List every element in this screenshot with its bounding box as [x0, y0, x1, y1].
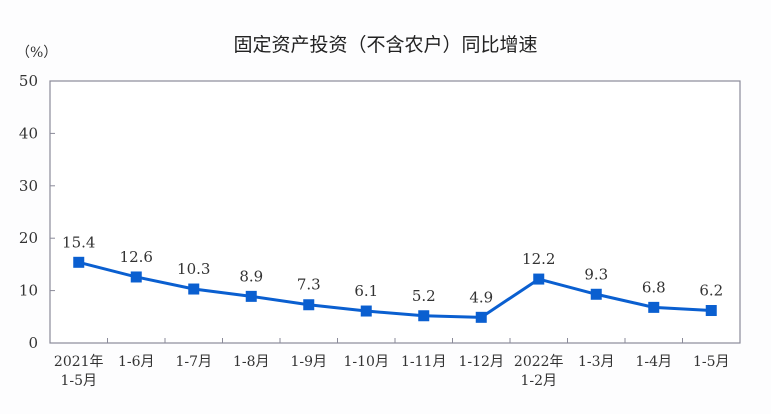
x-tick-label: 1-5月: [693, 354, 730, 370]
data-label: 10.3: [177, 260, 210, 278]
y-tick-label: 50: [19, 72, 38, 90]
chart-title: 固定资产投资（不含农户）同比增速: [233, 34, 538, 56]
x-tick-label: 1-11月: [401, 354, 446, 370]
data-label: 9.3: [584, 265, 608, 283]
y-tick-label: 20: [19, 229, 38, 247]
series-line: [78, 260, 712, 319]
data-label: 6.2: [699, 282, 723, 300]
x-tick-label: 1-5月: [60, 373, 97, 389]
data-point: [303, 299, 315, 311]
data-label: 8.9: [239, 267, 263, 285]
data-point: [418, 310, 430, 322]
x-tick-label: 1-7月: [175, 354, 212, 370]
data-point: [590, 288, 602, 300]
data-point: [705, 305, 717, 317]
x-tick-label: 1-3月: [578, 354, 615, 370]
data-label: 6.1: [354, 282, 378, 300]
data-label: 5.2: [412, 287, 436, 305]
x-tick-label: 2022年: [514, 354, 564, 370]
data-label: 12.6: [120, 248, 153, 266]
y-tick-label: 30: [19, 177, 38, 195]
data-point: [475, 311, 487, 323]
x-tick-label: 1-4月: [635, 354, 672, 370]
y-axis-unit: （%）: [16, 45, 58, 61]
data-point: [360, 305, 372, 317]
data-point: [245, 290, 257, 302]
x-tick-label: 1-6月: [118, 354, 155, 370]
data-label: 7.3: [297, 276, 321, 294]
y-tick-label: 0: [28, 334, 38, 352]
x-tick-label: 1-2月: [520, 373, 557, 389]
data-point: [188, 283, 200, 295]
y-tick-label: 40: [19, 124, 38, 142]
data-label: 12.2: [522, 250, 555, 268]
data-label: 6.8: [642, 278, 666, 296]
data-label: 15.4: [62, 233, 95, 251]
y-tick-label: 10: [19, 282, 38, 300]
data-point: [73, 256, 85, 268]
x-tick-label: 2021年: [54, 354, 104, 370]
data-point: [533, 273, 545, 285]
x-tick-label: 1-9月: [290, 354, 327, 370]
x-tick-label: 1-12月: [459, 354, 504, 370]
data-label: 4.9: [469, 288, 493, 306]
data-point: [130, 271, 142, 283]
x-tick-label: 1-8月: [233, 354, 270, 370]
data-point: [648, 301, 660, 313]
x-tick-label: 1-10月: [344, 354, 389, 370]
